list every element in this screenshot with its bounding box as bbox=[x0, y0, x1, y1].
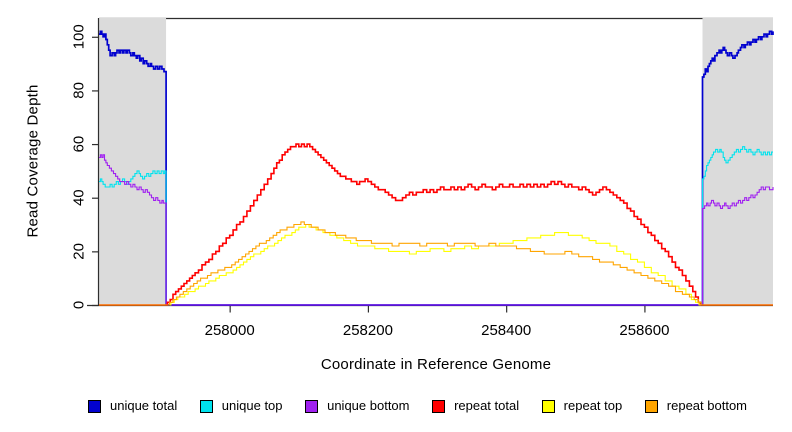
series-repeat-total-line bbox=[99, 143, 773, 306]
y-tick-label: 0 bbox=[70, 301, 87, 309]
x-tick-label: 258000 bbox=[205, 322, 255, 339]
y-tick-label: 80 bbox=[70, 82, 87, 99]
legend-swatch-repeat-top bbox=[541, 399, 555, 413]
series-unique-bottom-line bbox=[99, 154, 774, 306]
x-axis-title: Coordinate in Reference Genome bbox=[320, 356, 552, 373]
x-tick-label: 258200 bbox=[343, 322, 393, 339]
y-tick-label: 20 bbox=[70, 243, 87, 260]
shaded-region-unique-flank-right bbox=[702, 18, 773, 305]
legend-item-repeat-total: repeat total bbox=[432, 399, 519, 413]
series-unique-top-line bbox=[99, 146, 773, 306]
legend-item-repeat-bottom: repeat bottom bbox=[644, 398, 747, 413]
y-tick-label: 60 bbox=[70, 136, 87, 153]
series-unique-total-line bbox=[99, 30, 774, 306]
legend-label: unique top bbox=[221, 398, 283, 413]
legend-swatch-unique-total bbox=[88, 399, 101, 413]
y-axis-title: Read Coverage Depth bbox=[24, 84, 42, 238]
y-tick-label: 40 bbox=[70, 189, 87, 206]
x-tick-label: 258400 bbox=[481, 322, 531, 339]
legend-item-unique-bottom: unique bottom bbox=[305, 398, 410, 413]
y-tick-label: 100 bbox=[70, 24, 87, 49]
legend-swatch-unique-top bbox=[199, 399, 213, 413]
series-repeat-bottom-line bbox=[99, 221, 773, 306]
legend-swatch-repeat-total bbox=[432, 399, 446, 413]
legend-item-unique-total: unique total bbox=[88, 399, 177, 413]
legend-item-unique-top: unique top bbox=[199, 398, 283, 413]
legend-label: repeat total bbox=[454, 398, 520, 413]
legend-swatch-repeat-bottom bbox=[644, 399, 658, 413]
legend-label: repeat bottom bbox=[666, 398, 747, 413]
x-tick-label: 258600 bbox=[619, 322, 669, 339]
legend-item-repeat-top: repeat top bbox=[541, 398, 623, 413]
shaded-region-unique-flank-left bbox=[99, 18, 167, 305]
legend: unique total unique top unique bottom repea… bbox=[88, 395, 747, 417]
legend-label: unique bottom bbox=[327, 398, 410, 413]
legend-label: unique total bbox=[110, 398, 178, 413]
legend-label: repeat top bbox=[563, 398, 623, 413]
legend-swatch-unique-bottom bbox=[305, 399, 319, 413]
series-repeat-top-line bbox=[99, 223, 773, 306]
